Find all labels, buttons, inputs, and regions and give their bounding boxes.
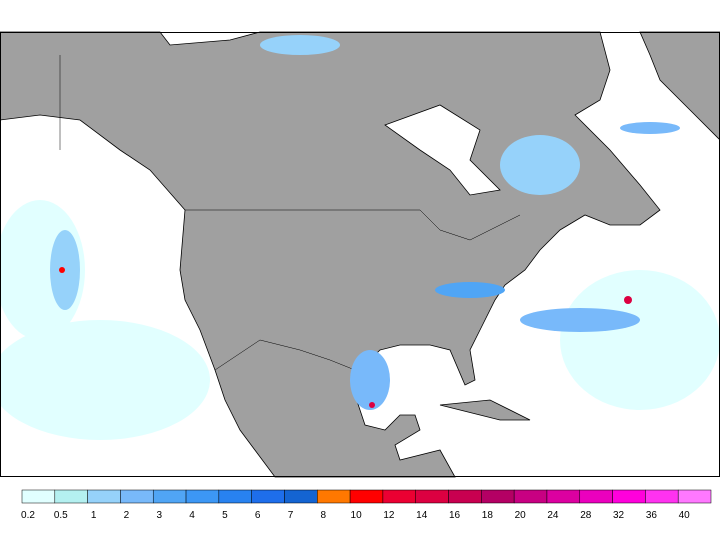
precip-area xyxy=(620,122,680,134)
colorbar-box xyxy=(317,489,351,504)
precip-area xyxy=(0,320,210,440)
precip-area xyxy=(435,282,505,298)
colorbar-box xyxy=(448,489,482,504)
colorbar-box xyxy=(218,489,252,504)
colorbar-box xyxy=(185,489,220,504)
colorbar-box xyxy=(251,489,285,504)
colorbar-label: 5 xyxy=(222,510,228,521)
colorbar-label: 3 xyxy=(156,510,162,521)
colorbar-label: 40 xyxy=(679,510,691,521)
greenland xyxy=(639,31,720,141)
colorbar-label: 24 xyxy=(547,510,559,521)
colorbar-box xyxy=(513,489,548,504)
colorbar-label: 14 xyxy=(416,510,428,521)
precip-area xyxy=(520,308,640,332)
colorbar-label: 7 xyxy=(288,510,294,521)
colorbar-label: 16 xyxy=(449,510,461,521)
colorbar-box xyxy=(579,489,613,504)
colorbar-box xyxy=(54,489,88,504)
precip-area xyxy=(260,35,340,55)
colorbar-box xyxy=(349,489,384,504)
precip-area xyxy=(624,296,632,304)
colorbar-label: 0.5 xyxy=(54,510,68,521)
colorbar: 0.2 0.5 1 2 3 4 5 6 7 8 10 12 14 16 18 20 24 28 32 36 40 xyxy=(21,489,712,521)
colorbar-box xyxy=(415,489,449,504)
colorbar-label: 18 xyxy=(482,510,494,521)
colorbar-label: 1 xyxy=(91,510,97,521)
colorbar-box xyxy=(546,489,581,504)
colorbar-box xyxy=(612,489,646,504)
colorbar-label: 32 xyxy=(613,510,625,521)
colorbar-box xyxy=(645,489,679,504)
colorbar-label: 0.2 xyxy=(21,510,35,521)
colorbar-label: 28 xyxy=(580,510,592,521)
cuba xyxy=(439,399,531,421)
precipitation xyxy=(0,35,720,440)
colorbar-label: 20 xyxy=(515,510,527,521)
colorbar-label: 4 xyxy=(189,510,195,521)
precip-area xyxy=(350,350,390,410)
colorbar-box xyxy=(120,489,154,504)
colorbar-box xyxy=(677,489,712,504)
precip-area xyxy=(369,402,375,408)
land xyxy=(0,31,661,478)
borders xyxy=(59,55,521,371)
colorbar-label: 8 xyxy=(321,510,327,521)
colorbar-label: 2 xyxy=(124,510,130,521)
map xyxy=(0,31,720,478)
colorbar-label: 36 xyxy=(646,510,658,521)
colorbar-label: 6 xyxy=(255,510,261,521)
colorbar-box xyxy=(481,489,515,504)
colorbar-box xyxy=(152,489,187,504)
precip-area xyxy=(500,135,580,195)
hudson-bay xyxy=(384,104,501,196)
colorbar-box xyxy=(382,489,416,504)
precip-area xyxy=(59,267,65,273)
colorbar-label: 12 xyxy=(383,510,395,521)
precip-area xyxy=(560,270,720,410)
colorbar-box xyxy=(87,489,121,504)
colorbar-box xyxy=(284,489,318,504)
colorbar-label: 10 xyxy=(351,510,363,521)
colorbar-box xyxy=(21,489,56,504)
